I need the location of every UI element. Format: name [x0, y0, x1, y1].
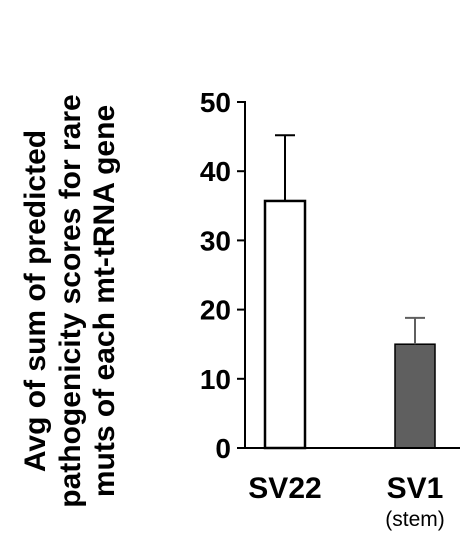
y-tick-label-0: 0 — [215, 433, 231, 464]
bar-sv1 — [394, 343, 436, 449]
y-axis-title-line-3: muts of each mt-tRNA gene — [88, 105, 121, 497]
y-tick-label-10: 10 — [200, 364, 231, 395]
error-bars — [275, 134, 425, 345]
y-tick-label-20: 20 — [200, 295, 231, 326]
x-category-label-sv1: SV1 — [387, 472, 444, 505]
bars — [263, 199, 436, 450]
bar-sv22 — [263, 199, 307, 450]
x-category-sublabel-sv1: (stem) — [385, 508, 445, 531]
y-axis-title-line-1: Avg of sum of predicted — [19, 130, 52, 472]
y-tick-label-30: 30 — [200, 225, 231, 256]
y-tick-label-50: 50 — [200, 87, 231, 118]
y-axis-ticks: 0 10 20 30 40 50 — [200, 87, 245, 464]
x-category-label-sv22: SV22 — [248, 472, 321, 505]
y-axis-title: Avg of sum of predicted pathogenicity sc… — [19, 94, 121, 507]
y-tick-label-40: 40 — [200, 156, 231, 187]
x-axis-categories: SV22 SV1 (stem) — [248, 472, 444, 531]
y-axis-title-line-2: pathogenicity scores for rare — [54, 94, 87, 507]
